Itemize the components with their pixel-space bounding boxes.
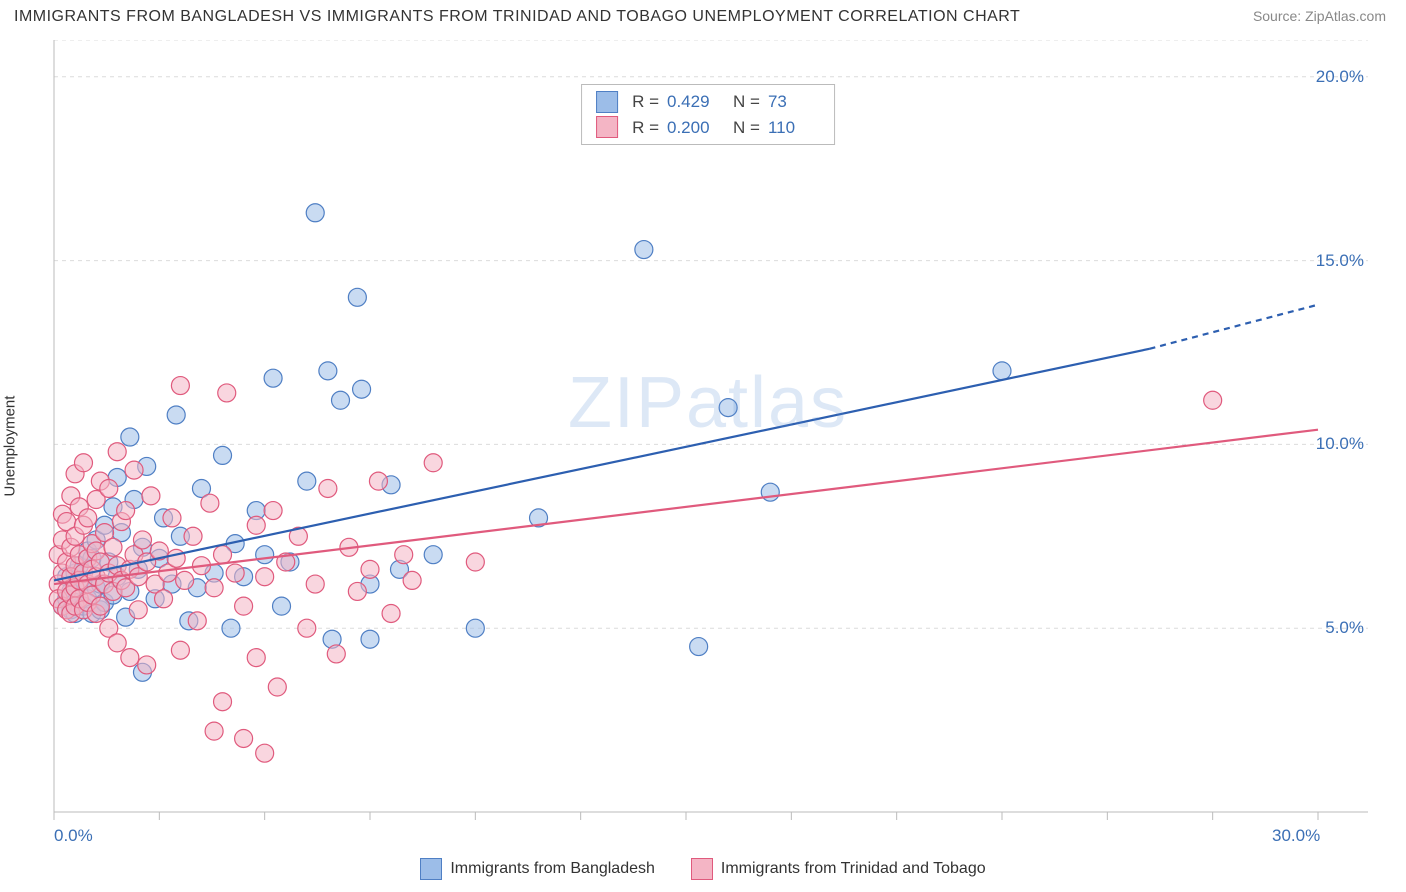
r-label: R = <box>632 115 659 141</box>
chart-area: ZIPatlas R = 0.429 N = 73 R = 0.200 N = … <box>48 40 1368 830</box>
source-attribution: Source: ZipAtlas.com <box>1253 8 1386 24</box>
swatch-trinidad <box>596 116 618 138</box>
stats-row-bangladesh: R = 0.429 N = 73 <box>596 89 820 115</box>
y-axis-label: Unemployment <box>2 396 19 497</box>
swatch-bangladesh <box>596 91 618 113</box>
chart-title: IMMIGRANTS FROM BANGLADESH VS IMMIGRANTS… <box>14 8 1020 26</box>
scatter-chart-svg <box>48 40 1368 830</box>
y-tick-label: 15.0% <box>1316 251 1364 271</box>
swatch-bangladesh-icon <box>420 858 442 880</box>
r-value-bangladesh: 0.429 <box>667 89 719 115</box>
n-label: N = <box>733 115 760 141</box>
stats-legend-box: R = 0.429 N = 73 R = 0.200 N = 110 <box>581 84 835 145</box>
r-value-trinidad: 0.200 <box>667 115 719 141</box>
legend-label-trinidad: Immigrants from Trinidad and Tobago <box>721 860 986 878</box>
stats-row-trinidad: R = 0.200 N = 110 <box>596 115 820 141</box>
y-tick-label: 10.0% <box>1316 434 1364 454</box>
n-value-bangladesh: 73 <box>768 89 820 115</box>
n-value-trinidad: 110 <box>768 115 820 141</box>
y-tick-label: 20.0% <box>1316 67 1364 87</box>
swatch-trinidad-icon <box>691 858 713 880</box>
n-label: N = <box>733 89 760 115</box>
bottom-legend: Immigrants from Bangladesh Immigrants fr… <box>0 858 1406 880</box>
y-tick-label: 5.0% <box>1325 618 1364 638</box>
r-label: R = <box>632 89 659 115</box>
x-tick-label: 0.0% <box>54 826 93 846</box>
legend-item-bangladesh: Immigrants from Bangladesh <box>420 858 655 880</box>
legend-item-trinidad: Immigrants from Trinidad and Tobago <box>691 858 986 880</box>
x-tick-label: 30.0% <box>1272 826 1320 846</box>
legend-label-bangladesh: Immigrants from Bangladesh <box>450 860 655 878</box>
